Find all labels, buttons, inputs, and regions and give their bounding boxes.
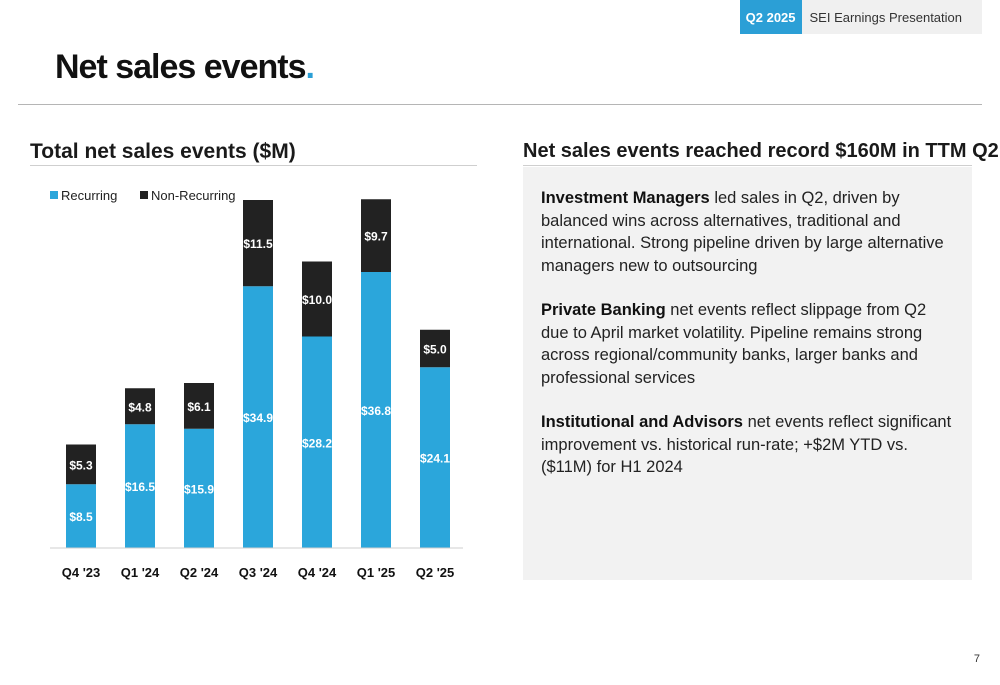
chart-legend: Recurring Non-Recurring xyxy=(50,188,236,203)
bar-non-recurring-q3-24 xyxy=(243,200,273,287)
side-paragraph-heading: Institutional and Advisors xyxy=(541,413,743,431)
side-title: Net sales events reached record $160M in… xyxy=(523,140,999,162)
title-divider xyxy=(18,104,982,105)
header-quarter: Q2 2025 xyxy=(739,0,802,34)
bar-recurring-q2-25 xyxy=(420,367,450,548)
x-tick-label: Q1 '24 xyxy=(121,565,160,580)
data-label-non-recurring-q4-23: $5.3 xyxy=(69,458,93,472)
side-paragraph-text: net events reflect slippage from Q2 due … xyxy=(541,301,927,387)
bar-non-recurring-q2-24 xyxy=(184,383,214,429)
side-paragraph-investment-managers: Investment Managers led sales in Q2, dri… xyxy=(541,187,954,277)
chart-title: Total net sales events ($M) xyxy=(30,140,296,163)
bar-non-recurring-q4-24 xyxy=(302,261,332,337)
bar-non-recurring-q4-23 xyxy=(66,444,96,485)
legend-swatch-recurring xyxy=(50,191,58,199)
bar-non-recurring-q1-24 xyxy=(125,388,155,425)
bar-recurring-q2-24 xyxy=(184,428,214,548)
stacked-bar-chart: Recurring Non-Recurring $8.5 $5.3 $16.5 $4.8… xyxy=(50,188,463,580)
data-label-non-recurring-q4-24: $10.0 xyxy=(302,293,332,307)
data-label-non-recurring-q2-25: $5.0 xyxy=(423,343,447,357)
x-tick-label: Q3 '24 xyxy=(239,565,278,580)
legend-swatch-non-recurring xyxy=(140,191,148,199)
data-label-non-recurring-q3-24: $11.5 xyxy=(243,237,273,251)
bar-recurring-q4-23 xyxy=(66,484,96,548)
header-label: SEI Earnings Presentation xyxy=(801,0,982,34)
data-label-non-recurring-q1-25: $9.7 xyxy=(364,230,388,244)
bar-recurring-q1-25 xyxy=(361,272,391,548)
x-tick-label: Q4 '23 xyxy=(62,565,101,580)
chart-title-divider xyxy=(30,165,477,166)
legend-label-non-recurring: Non-Recurring xyxy=(151,188,236,203)
data-label-recurring-q3-24: $34.9 xyxy=(243,411,273,425)
bar-recurring-q1-24 xyxy=(125,424,155,548)
x-tick-label: Q2 '24 xyxy=(180,565,219,580)
side-paragraph-heading: Investment Managers xyxy=(541,189,710,207)
data-label-recurring-q1-24: $16.5 xyxy=(125,480,155,494)
x-tick-label: Q2 '25 xyxy=(416,565,455,580)
bar-recurring-q4-24 xyxy=(302,336,332,548)
bar-non-recurring-q1-25 xyxy=(361,199,391,272)
bar-recurring-q3-24 xyxy=(243,286,273,548)
page-number: 7 xyxy=(973,653,980,665)
side-paragraph-institutional-advisors: Institutional and Advisors net events re… xyxy=(541,411,954,479)
side-panel: Investment Managers led sales in Q2, dri… xyxy=(523,167,972,580)
chart-bars: $8.5 $5.3 $16.5 $4.8 $15.9 $6.1 $34.9 $11.5 $28.… xyxy=(66,199,450,548)
side-paragraph-text: led sales in Q2, driven by balanced wins… xyxy=(541,189,944,275)
data-label-non-recurring-q1-24: $4.8 xyxy=(128,400,152,414)
page-title: Net sales events. xyxy=(55,48,316,87)
side-paragraph-heading: Private Banking xyxy=(541,301,666,319)
x-tick-label: Q1 '25 xyxy=(357,565,396,580)
side-paragraph-private-banking: Private Banking net events reflect slipp… xyxy=(541,299,954,389)
data-label-recurring-q2-24: $15.9 xyxy=(184,482,214,496)
side-paragraph-text: net events reflect significant improveme… xyxy=(541,413,952,476)
data-label-non-recurring-q2-24: $6.1 xyxy=(187,400,211,414)
header-badge: Q2 2025 SEI Earnings Presentation xyxy=(739,0,982,34)
x-axis-ticks: Q4 '23 Q1 '24 Q2 '24 Q3 '24 Q4 '24 Q1 '25 Q2 '… xyxy=(62,565,455,580)
data-label-recurring-q4-24: $28.2 xyxy=(302,436,332,450)
data-label-recurring-q4-23: $8.5 xyxy=(69,510,93,524)
bar-non-recurring-q2-25 xyxy=(420,329,450,368)
page-title-dot: . xyxy=(305,48,316,86)
side-title-divider xyxy=(523,165,972,166)
data-label-recurring-q1-25: $36.8 xyxy=(361,404,391,418)
data-label-recurring-q2-25: $24.1 xyxy=(420,452,450,466)
page-title-text: Net sales events xyxy=(55,48,306,86)
x-tick-label: Q4 '24 xyxy=(298,565,337,580)
legend-label-recurring: Recurring xyxy=(61,188,117,203)
